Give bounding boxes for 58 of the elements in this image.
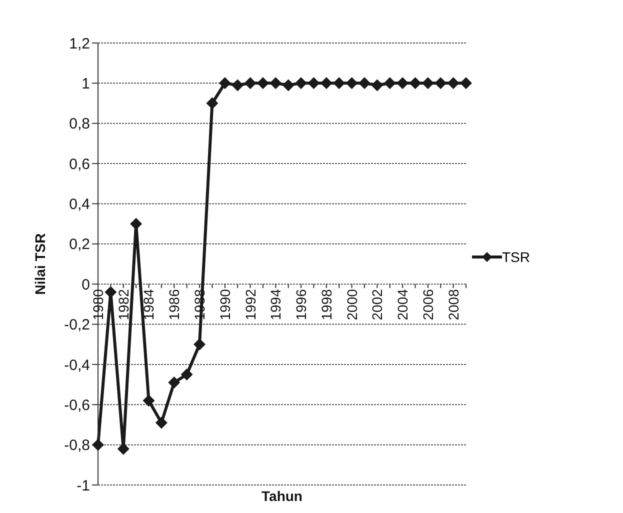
point: [447, 77, 460, 90]
x-tick-label: 1984: [140, 288, 157, 320]
y-axis-title: Nilai TSR: [32, 233, 48, 295]
y-tick-label: -1: [76, 477, 90, 494]
x-tick-label: 1998: [318, 288, 334, 320]
y-tick-label: 0: [82, 276, 90, 294]
point: [308, 77, 320, 90]
x-tick-label: 1994: [268, 288, 284, 320]
y-tick-label: 0,2: [69, 236, 90, 254]
point: [180, 368, 193, 380]
x-tick-label: 2000: [344, 288, 360, 320]
y-tick-label: 1,2: [69, 35, 90, 52]
x-tick-label: 1990: [216, 288, 233, 320]
point: [409, 77, 422, 90]
point: [232, 79, 244, 92]
y-tick-label: 0,6: [69, 156, 90, 173]
point: [346, 77, 358, 90]
x-tick-label: 1992: [242, 288, 258, 320]
y-tick-label: 0,4: [69, 196, 90, 214]
point: [168, 376, 180, 389]
point: [218, 77, 231, 90]
point: [282, 79, 294, 92]
x-tick-label: 1980: [90, 288, 106, 320]
x-tick-label: 2002: [369, 288, 386, 320]
x-tick-label: 1986: [166, 288, 182, 320]
point: [422, 77, 434, 90]
x-axis-title: Tahun: [262, 488, 302, 504]
point: [155, 416, 168, 429]
point: [396, 77, 409, 90]
y-tick-label: -0,6: [64, 396, 90, 414]
point: [434, 77, 447, 90]
point: [206, 97, 218, 110]
point: [142, 394, 155, 407]
point: [358, 77, 370, 90]
point: [384, 77, 396, 90]
point: [244, 77, 256, 90]
y-tick-label: -0,2: [64, 316, 90, 334]
y-tick-label: 1: [82, 76, 90, 93]
x-tick-label: 1982: [115, 288, 132, 320]
point: [92, 438, 104, 451]
point: [256, 77, 269, 90]
point: [333, 77, 346, 90]
point: [460, 77, 472, 90]
point: [130, 218, 142, 230]
x-tick-label: 2006: [420, 288, 436, 320]
point: [295, 77, 308, 90]
y-tick-label: -0,8: [64, 437, 90, 454]
point: [371, 79, 384, 92]
x-tick-label: 1996: [293, 288, 310, 320]
point: [320, 77, 332, 90]
point: [270, 77, 282, 90]
y-tick-label: -0,4: [64, 356, 90, 374]
x-tick-label: 1988: [192, 288, 208, 320]
x-tick-label: 2004: [394, 288, 411, 320]
y-tick-label: 0,8: [69, 116, 90, 133]
point: [194, 338, 206, 350]
legend-label: TSR: [502, 248, 530, 264]
x-tick-label: 2008: [445, 288, 462, 320]
